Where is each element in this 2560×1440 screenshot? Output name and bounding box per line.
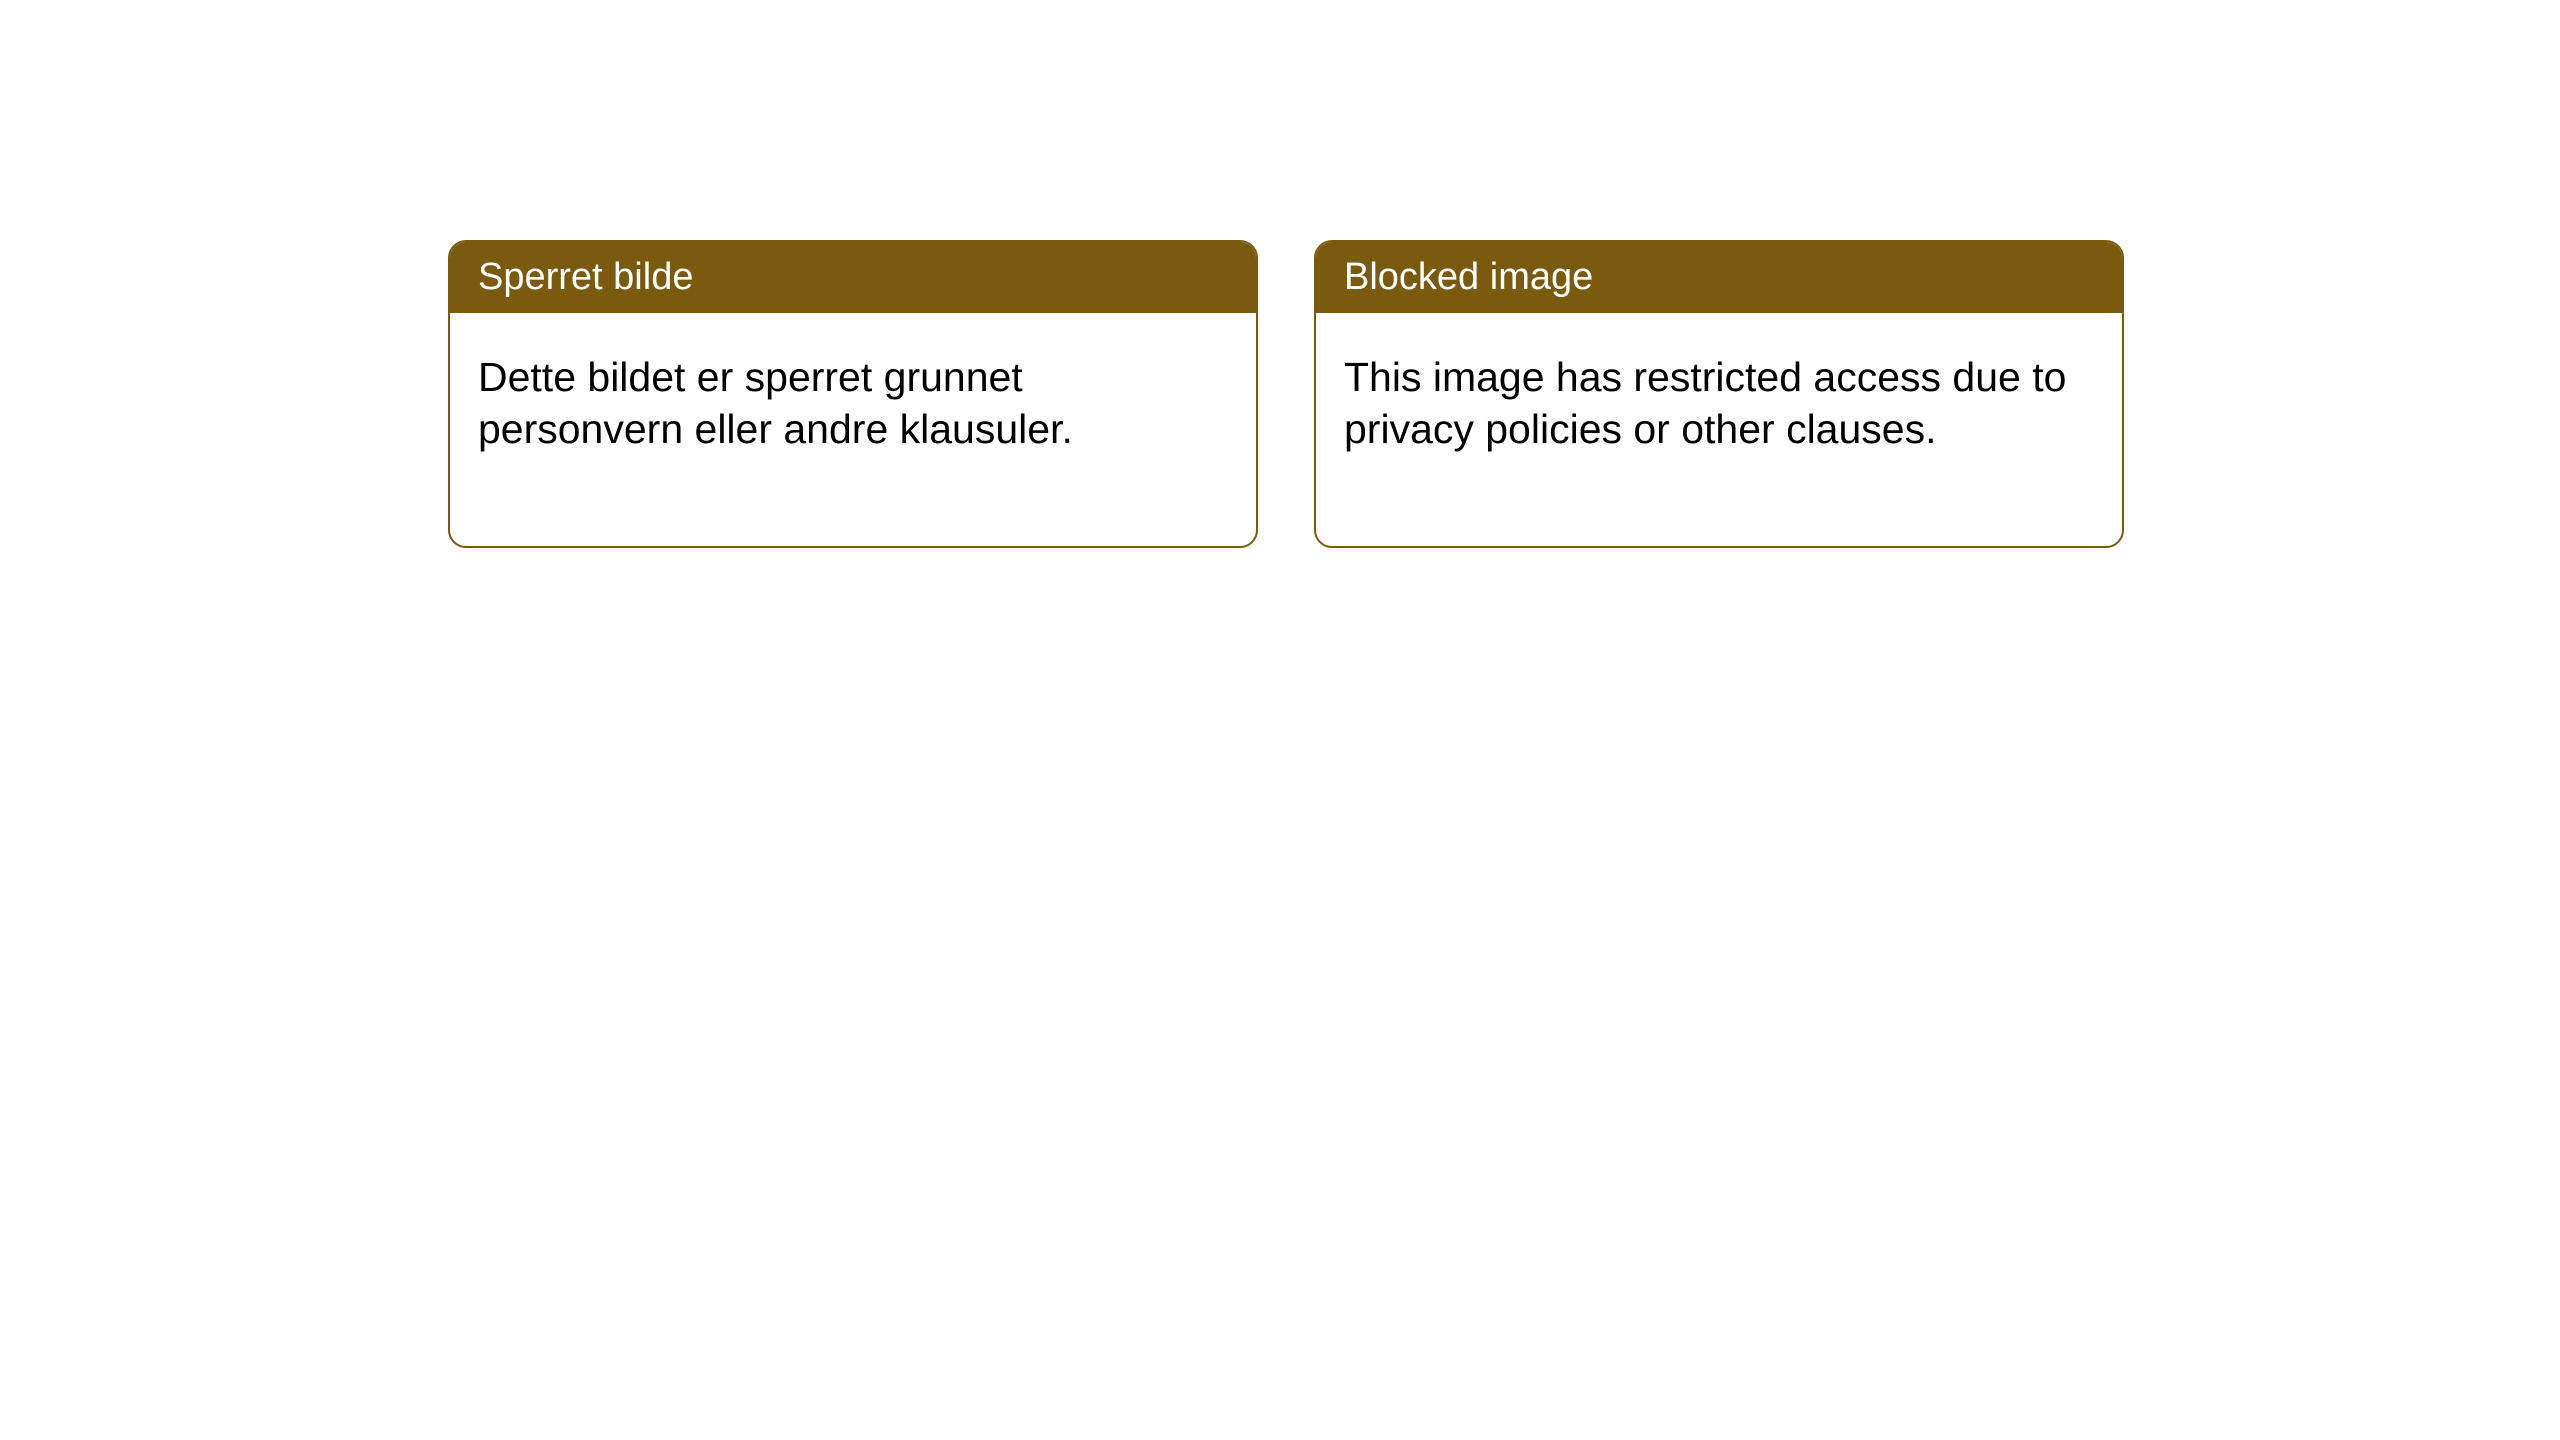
notice-container: Sperret bilde Dette bildet er sperret gr… xyxy=(0,0,2560,548)
notice-header: Sperret bilde xyxy=(450,242,1256,313)
notice-card-english: Blocked image This image has restricted … xyxy=(1314,240,2124,548)
notice-card-norwegian: Sperret bilde Dette bildet er sperret gr… xyxy=(448,240,1258,548)
notice-body: Dette bildet er sperret grunnet personve… xyxy=(450,313,1256,546)
notice-body: This image has restricted access due to … xyxy=(1316,313,2122,546)
notice-header: Blocked image xyxy=(1316,242,2122,313)
